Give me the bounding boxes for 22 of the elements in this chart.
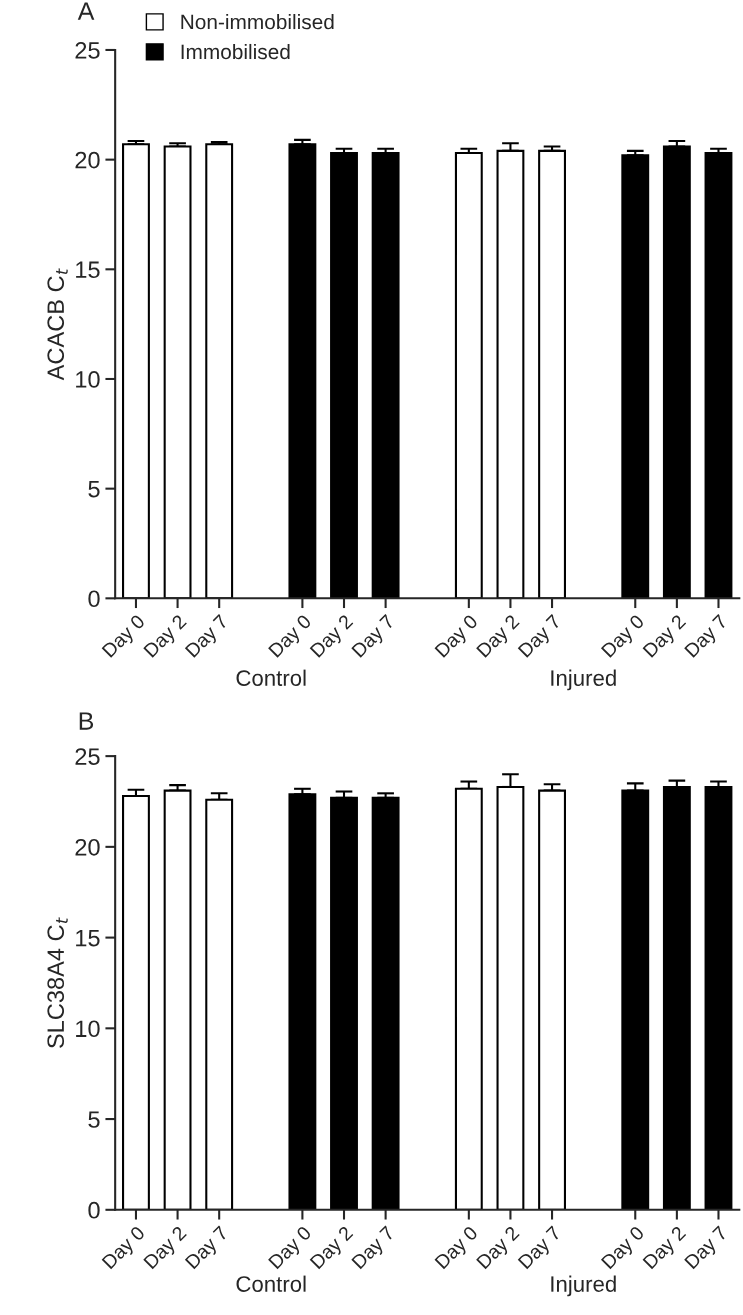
y-axis-title: ACACB C$_{t}$ — [47, 268, 68, 381]
y-tick-label: 10 — [76, 371, 100, 388]
y-tick-label: 20 — [75, 838, 100, 856]
text: Control — [236, 1275, 306, 1292]
y-tick-label: 0 — [88, 1201, 100, 1219]
y-tick-label: 25 — [75, 748, 100, 765]
chart-title: B — [79, 712, 94, 730]
legend-label: Non-immobilised — [181, 14, 334, 30]
legend-label: Immobilised — [181, 43, 290, 60]
text: Injured — [551, 669, 616, 691]
y-tick-label: 25 — [75, 42, 100, 59]
text: Injured — [551, 1275, 616, 1297]
y-axis-title: SLC38A4 C$_{t}$ — [47, 917, 68, 1048]
text: Control — [236, 669, 306, 686]
y-tick-label: 0 — [88, 590, 100, 608]
chart-title: A — [77, 2, 95, 20]
y-tick-label: 5 — [88, 480, 100, 498]
y-tick-label: 5 — [88, 1111, 100, 1128]
y-tick-label: 15 — [76, 929, 100, 947]
y-tick-label: 20 — [75, 151, 100, 169]
y-tick-label: 15 — [76, 261, 100, 279]
y-tick-label: 10 — [76, 1020, 100, 1038]
